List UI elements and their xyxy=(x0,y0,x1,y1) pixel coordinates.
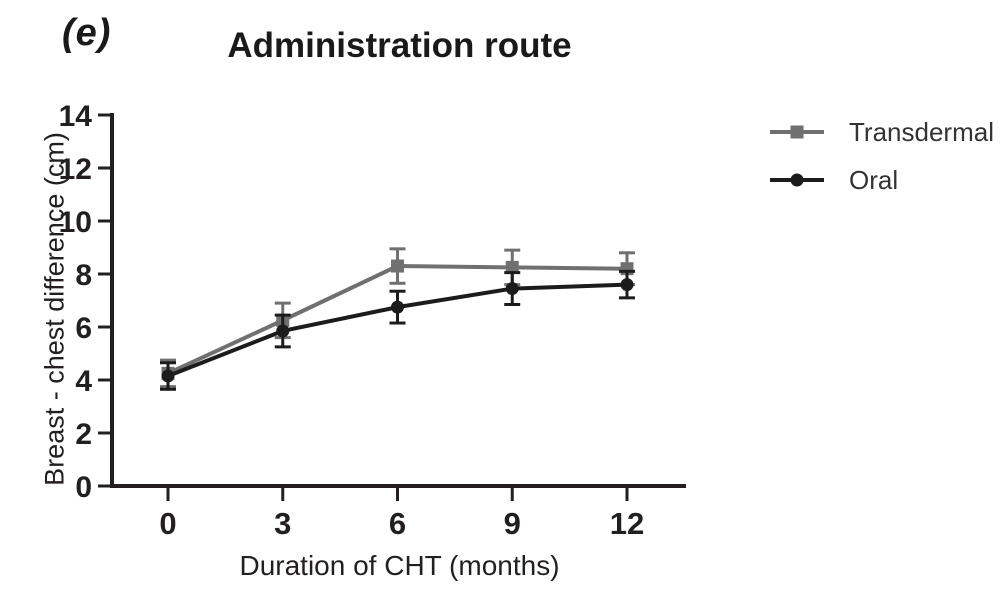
x-tick-label: 0 xyxy=(159,506,176,541)
data-point-circle xyxy=(391,300,404,314)
y-tick-label: 14 xyxy=(59,100,93,133)
legend-label-transdermal: Transdermal xyxy=(849,116,994,147)
data-point-circle xyxy=(161,369,175,383)
legend-label-oral: Oral xyxy=(849,164,899,195)
data-point-circle xyxy=(276,324,290,338)
x-axis-label: Duration of CHT (months) xyxy=(239,550,560,581)
transdermal-line-square-icon xyxy=(770,125,824,139)
series-oral xyxy=(160,269,635,391)
y-tick-label: 4 xyxy=(75,365,92,398)
y-tick-label: 6 xyxy=(75,312,92,345)
y-tick-label: 12 xyxy=(59,153,92,186)
x-tick-label: 6 xyxy=(389,506,406,541)
x-tick-label: 12 xyxy=(610,506,644,541)
x-tick-label: 3 xyxy=(274,506,291,541)
data-point-square xyxy=(505,260,519,274)
legend-item-transdermal: Transdermal xyxy=(768,117,994,147)
y-axis-ticks: 0 2 4 6 8 10 12 14 xyxy=(59,100,112,504)
data-point-square xyxy=(391,259,404,273)
y-tick-label: 8 xyxy=(75,259,92,292)
data-point-circle xyxy=(620,278,634,292)
chart-title: Administration route xyxy=(227,26,572,65)
y-tick-label: 10 xyxy=(59,206,92,239)
y-tick-label: 2 xyxy=(75,418,92,451)
legend-item-oral: Oral xyxy=(768,165,994,195)
panel-label: (e) xyxy=(62,12,112,54)
data-point-circle xyxy=(505,282,519,296)
x-tick-label: 9 xyxy=(504,506,521,541)
y-tick-label: 0 xyxy=(75,471,92,504)
oral-line-circle-icon xyxy=(770,173,824,187)
x-axis-ticks: 0 3 6 9 12 xyxy=(159,486,644,541)
legend: Transdermal Oral xyxy=(768,117,994,216)
